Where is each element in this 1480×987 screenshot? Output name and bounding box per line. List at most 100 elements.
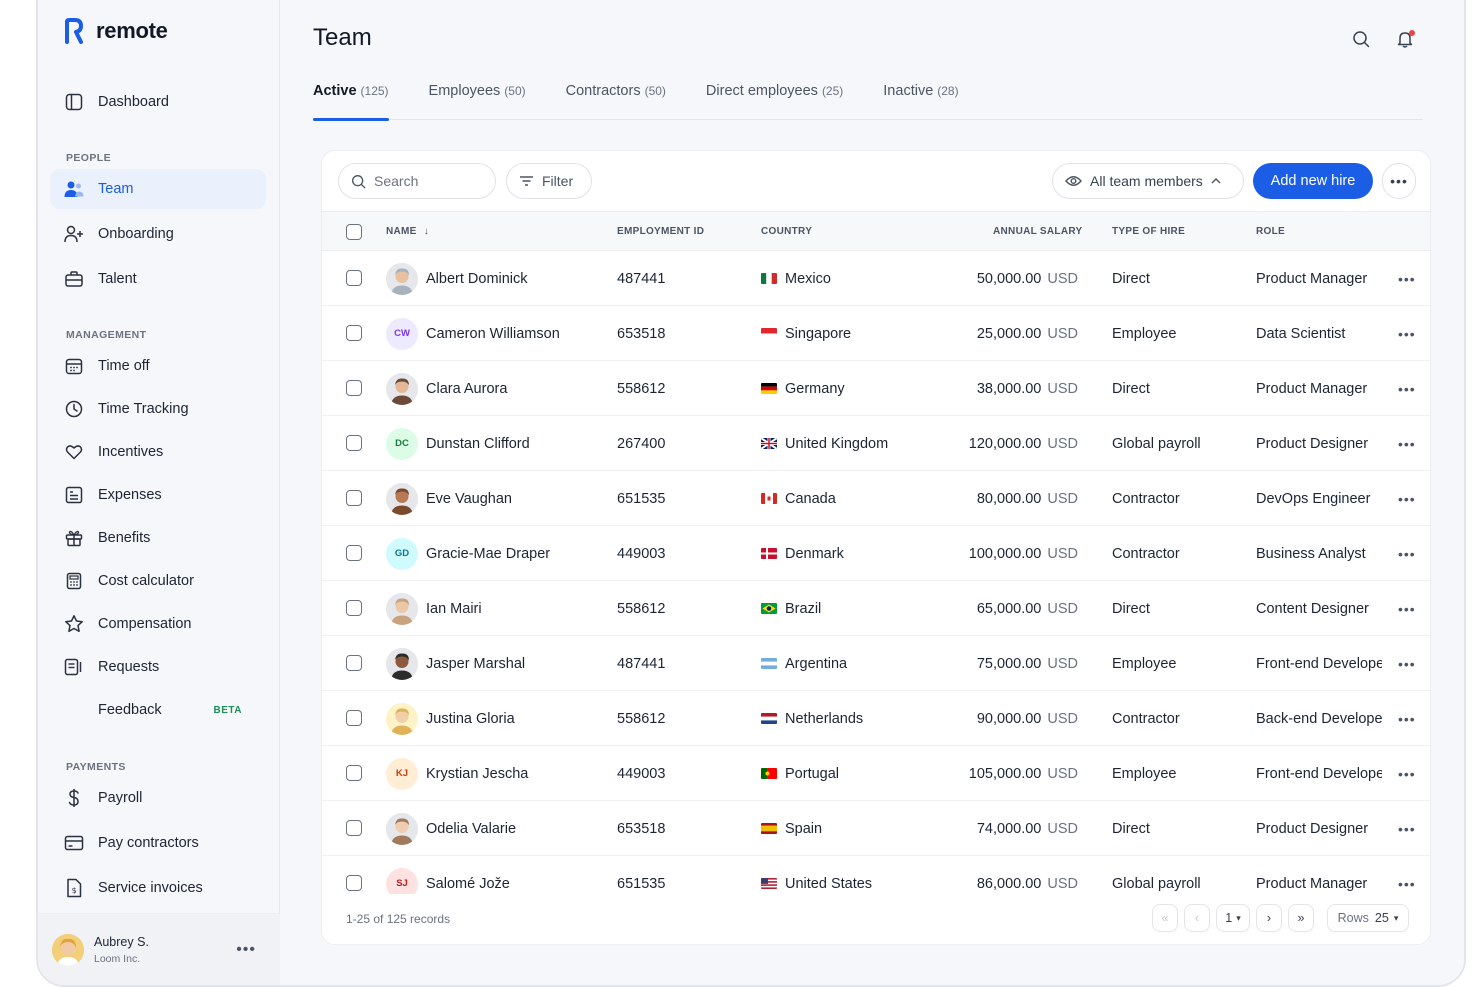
- table-row[interactable]: CW Cameron Williamson 653518 Singapore 25…: [322, 306, 1430, 361]
- role-cell: Back-end Developer: [1256, 710, 1382, 727]
- salary-currency: USD: [1047, 490, 1078, 507]
- row-checkbox[interactable]: [346, 490, 362, 506]
- name-cell[interactable]: KJ Krystian Jescha: [386, 746, 528, 801]
- sidebar-item-cost-calculator[interactable]: Cost calculator: [50, 561, 266, 601]
- row-more-icon[interactable]: •••: [1398, 875, 1416, 892]
- filter-button[interactable]: Filter: [506, 163, 592, 199]
- sidebar-item-incentives[interactable]: Incentives: [50, 432, 266, 472]
- sidebar-item-payroll[interactable]: Payroll: [50, 778, 266, 818]
- table-row[interactable]: Eve Vaughan 651535 Canada 80,000.00 USD C…: [322, 471, 1430, 526]
- row-more-icon[interactable]: •••: [1398, 435, 1416, 452]
- column-header-role[interactable]: ROLE: [1256, 226, 1285, 237]
- tab-active[interactable]: Active (125): [313, 82, 389, 121]
- row-more-icon[interactable]: •••: [1398, 600, 1416, 617]
- row-checkbox[interactable]: [346, 710, 362, 726]
- name-cell[interactable]: Jasper Marshal: [386, 636, 525, 691]
- logo[interactable]: remote: [64, 18, 168, 44]
- sidebar-item-benefits[interactable]: Benefits: [50, 518, 266, 558]
- bell-icon[interactable]: [1396, 30, 1416, 50]
- sidebar-item-expenses[interactable]: Expenses: [50, 475, 266, 515]
- name-cell[interactable]: GD Gracie-Mae Draper: [386, 526, 550, 581]
- add-new-hire-button[interactable]: Add new hire: [1253, 163, 1373, 199]
- column-header-country[interactable]: COUNTRY: [761, 226, 813, 237]
- table-row[interactable]: Ian Mairi 558612 Brazil 65,000.00 USD Dir…: [322, 581, 1430, 636]
- name-cell[interactable]: Clara Aurora: [386, 361, 507, 416]
- last-page-icon[interactable]: »: [1288, 904, 1314, 932]
- table-row[interactable]: Albert Dominick 487441 Mexico 50,000.00 U…: [322, 251, 1430, 306]
- table-row[interactable]: SJ Salomé Jože 651535 United States 86,00…: [322, 856, 1430, 911]
- name-cell[interactable]: Eve Vaughan: [386, 471, 512, 526]
- row-more-icon[interactable]: •••: [1398, 710, 1416, 727]
- row-checkbox[interactable]: [346, 765, 362, 781]
- name-cell[interactable]: Justina Gloria: [386, 691, 515, 746]
- table-row[interactable]: Clara Aurora 558612 Germany 38,000.00 USD…: [322, 361, 1430, 416]
- sidebar-item-pay-contractors[interactable]: Pay contractors: [50, 823, 266, 863]
- column-header-employment-id[interactable]: EMPLOYMENT ID: [617, 226, 705, 237]
- toolbar: Search Filter All team members Add new h…: [322, 151, 1430, 211]
- table-row[interactable]: DC Dunstan Clifford 267400 United Kingdom…: [322, 416, 1430, 471]
- sidebar-item-label: Service invoices: [98, 880, 203, 896]
- table-row[interactable]: Jasper Marshal 487441 Argentina 75,000.0…: [322, 636, 1430, 691]
- more-options-button[interactable]: •••: [1382, 163, 1416, 199]
- row-more-icon[interactable]: •••: [1398, 325, 1416, 342]
- country-name: United Kingdom: [785, 435, 889, 452]
- user-card[interactable]: Aubrey S. Loom Inc. •••: [38, 913, 280, 985]
- column-header-name[interactable]: NAME ↓: [386, 226, 429, 237]
- tab-employees[interactable]: Employees (50): [429, 82, 526, 120]
- country-cell: Germany: [761, 361, 845, 416]
- sidebar-item-service-invoices[interactable]: $ Service invoices: [50, 868, 266, 908]
- row-more-icon[interactable]: •••: [1398, 765, 1416, 782]
- prev-page-icon[interactable]: ‹: [1184, 904, 1210, 932]
- first-page-icon[interactable]: «: [1152, 904, 1178, 932]
- column-header-type-of-hire[interactable]: TYPE OF HIRE: [1112, 226, 1186, 237]
- row-checkbox[interactable]: [346, 820, 362, 836]
- team-members-dropdown[interactable]: All team members: [1052, 163, 1244, 199]
- name-cell[interactable]: Odelia Valarie: [386, 801, 516, 856]
- sidebar-item-time-tracking[interactable]: Time Tracking: [50, 389, 266, 429]
- tab-inactive[interactable]: Inactive (28): [883, 82, 958, 120]
- sidebar-item-label: Cost calculator: [98, 573, 194, 589]
- name-cell[interactable]: CW Cameron Williamson: [386, 306, 560, 361]
- row-checkbox[interactable]: [346, 600, 362, 616]
- row-checkbox[interactable]: [346, 875, 362, 891]
- table-row[interactable]: GD Gracie-Mae Draper 449003 Denmark 100,0…: [322, 526, 1430, 581]
- table-row[interactable]: Justina Gloria 558612 Netherlands 90,000…: [322, 691, 1430, 746]
- row-checkbox[interactable]: [346, 270, 362, 286]
- row-more-icon[interactable]: •••: [1398, 655, 1416, 672]
- more-icon[interactable]: •••: [236, 940, 256, 958]
- row-checkbox[interactable]: [346, 545, 362, 561]
- sidebar-item-time-off[interactable]: Time off: [50, 346, 266, 386]
- rows-per-page-select[interactable]: Rows 25 ▾: [1327, 904, 1409, 932]
- sidebar-item-onboarding[interactable]: Onboarding: [50, 214, 266, 254]
- sidebar-item-requests[interactable]: Requests: [50, 647, 266, 687]
- sidebar-item-compensation[interactable]: Compensation: [50, 604, 266, 644]
- next-page-icon[interactable]: ›: [1256, 904, 1282, 932]
- calculator-icon: [64, 571, 84, 591]
- row-more-icon[interactable]: •••: [1398, 490, 1416, 507]
- row-more-icon[interactable]: •••: [1398, 270, 1416, 287]
- name-cell[interactable]: Albert Dominick: [386, 251, 528, 306]
- row-checkbox[interactable]: [346, 380, 362, 396]
- row-checkbox[interactable]: [346, 325, 362, 341]
- sidebar-item-dashboard[interactable]: Dashboard: [50, 82, 266, 122]
- row-checkbox[interactable]: [346, 655, 362, 671]
- tab-direct-employees[interactable]: Direct employees (25): [706, 82, 843, 120]
- row-more-icon[interactable]: •••: [1398, 820, 1416, 837]
- column-header-annual-salary[interactable]: ANNUAL SALARY: [993, 226, 1083, 237]
- heart-icon: [64, 442, 84, 462]
- search-input[interactable]: Search: [338, 163, 496, 199]
- sidebar-item-talent[interactable]: Talent: [50, 259, 266, 299]
- table-row[interactable]: Odelia Valarie 653518 Spain 74,000.00 USD…: [322, 801, 1430, 856]
- row-checkbox[interactable]: [346, 435, 362, 451]
- row-more-icon[interactable]: •••: [1398, 380, 1416, 397]
- row-more-icon[interactable]: •••: [1398, 545, 1416, 562]
- search-icon[interactable]: [1352, 30, 1372, 50]
- sidebar-item-feedback[interactable]: Feedback BETA: [50, 690, 266, 730]
- name-cell[interactable]: DC Dunstan Clifford: [386, 416, 530, 471]
- name-cell[interactable]: Ian Mairi: [386, 581, 482, 636]
- sidebar-item-team[interactable]: Team: [50, 169, 266, 209]
- table-row[interactable]: KJ Krystian Jescha 449003 Portugal 105,00…: [322, 746, 1430, 801]
- tab-contractors[interactable]: Contractors (50): [566, 82, 666, 120]
- select-all-checkbox[interactable]: [346, 224, 362, 240]
- page-select[interactable]: 1 ▾: [1216, 904, 1250, 932]
